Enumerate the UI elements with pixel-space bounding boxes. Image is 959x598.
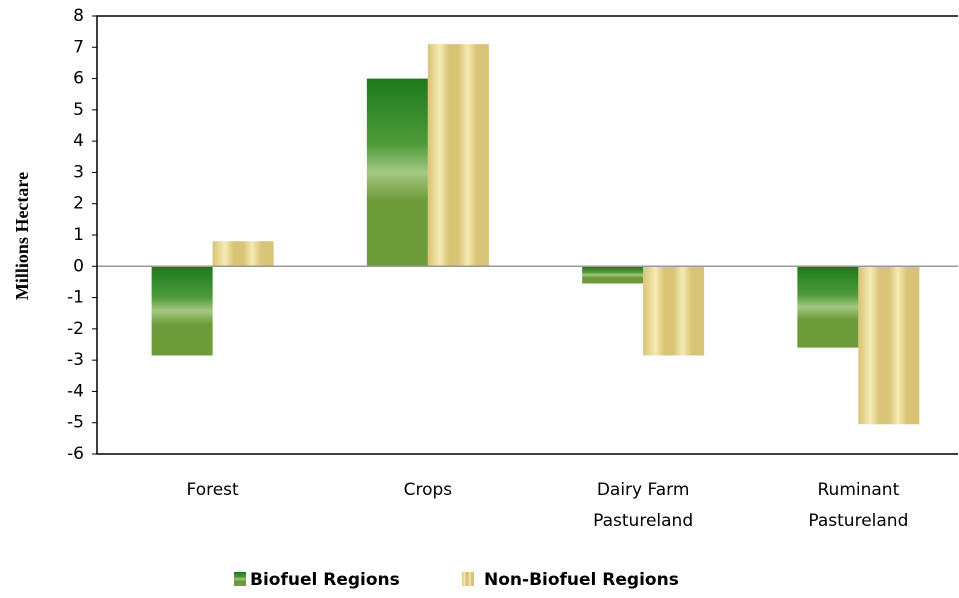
y-tick-label: 2 — [73, 194, 84, 214]
bar — [366, 78, 428, 267]
bar — [797, 266, 859, 348]
bar — [643, 266, 705, 356]
y-tick-label: -1 — [67, 288, 84, 308]
y-tick-label: 4 — [73, 131, 84, 151]
y-tick-label: -6 — [67, 444, 84, 464]
y-tick-label: -2 — [67, 319, 84, 339]
y-tick-label: 8 — [73, 6, 84, 26]
legend-swatch — [462, 572, 474, 586]
x-tick-label: Crops — [403, 480, 453, 500]
legend-label: Biofuel Regions — [250, 570, 400, 590]
plot-frame — [96, 15, 958, 455]
bar — [212, 241, 274, 267]
legend-label: Non-Biofuel Regions — [484, 570, 679, 590]
bar — [582, 266, 644, 284]
bar — [427, 44, 489, 267]
bar — [151, 266, 213, 356]
x-tick-label: Dairy Farm Pastureland — [593, 480, 694, 531]
x-tick-label: Forest — [186, 480, 239, 500]
y-tick-label: -3 — [67, 350, 84, 370]
y-tick-label: 0 — [73, 256, 84, 276]
y-tick-label: 6 — [73, 69, 84, 89]
y-tick-label: 5 — [73, 100, 84, 120]
y-tick-label: 3 — [73, 162, 84, 182]
y-tick-label: -4 — [67, 381, 84, 401]
x-tick-label: Ruminant Pastureland — [808, 480, 909, 531]
y-tick-label: -5 — [67, 413, 84, 433]
y-tick-label: 1 — [73, 225, 84, 245]
y-tick-label: 7 — [73, 37, 84, 57]
y-axis-label: Millions Hectare — [12, 172, 32, 300]
bar — [858, 266, 920, 425]
legend-swatch — [234, 572, 246, 586]
